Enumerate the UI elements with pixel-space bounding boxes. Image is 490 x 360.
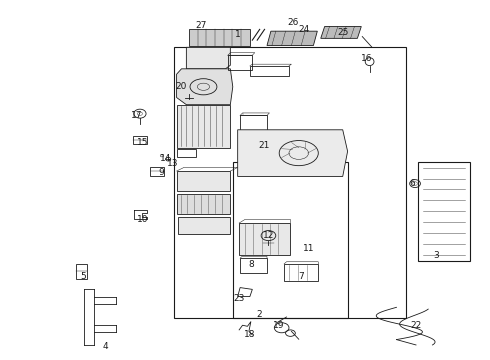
- Text: 10: 10: [137, 215, 148, 224]
- Bar: [240, 116, 267, 130]
- Polygon shape: [321, 27, 361, 39]
- Bar: [174, 47, 406, 318]
- Polygon shape: [238, 130, 347, 176]
- Text: 25: 25: [337, 28, 348, 37]
- Text: 5: 5: [80, 272, 86, 281]
- Text: 2: 2: [257, 310, 263, 319]
- Bar: [176, 149, 196, 157]
- Polygon shape: [176, 69, 233, 105]
- Text: 7: 7: [298, 272, 304, 281]
- Text: 21: 21: [259, 141, 270, 150]
- Text: 24: 24: [298, 25, 309, 34]
- Text: 23: 23: [233, 294, 245, 303]
- Text: 9: 9: [158, 168, 164, 177]
- Text: 12: 12: [263, 231, 274, 240]
- Polygon shape: [186, 47, 230, 69]
- Text: 16: 16: [362, 54, 373, 63]
- Bar: [176, 194, 230, 214]
- Text: 14: 14: [160, 154, 172, 163]
- Text: 8: 8: [248, 260, 254, 269]
- Text: 4: 4: [103, 342, 109, 351]
- Text: 13: 13: [167, 159, 178, 168]
- Text: 17: 17: [131, 111, 142, 120]
- Bar: [176, 171, 230, 191]
- Bar: [189, 30, 250, 45]
- Bar: [150, 167, 164, 176]
- Bar: [284, 264, 318, 281]
- Text: 6: 6: [409, 179, 415, 188]
- Text: 15: 15: [137, 138, 148, 147]
- Bar: [76, 264, 87, 279]
- Text: 27: 27: [196, 21, 207, 30]
- Text: 20: 20: [176, 82, 187, 91]
- Bar: [250, 66, 289, 76]
- Bar: [239, 223, 291, 255]
- Text: 22: 22: [411, 321, 421, 330]
- Text: 3: 3: [434, 251, 440, 260]
- Text: 19: 19: [273, 321, 285, 330]
- Bar: [133, 136, 147, 144]
- Text: 11: 11: [303, 244, 314, 253]
- Bar: [233, 162, 347, 318]
- Polygon shape: [267, 31, 318, 45]
- Bar: [178, 217, 230, 234]
- Text: 18: 18: [244, 330, 256, 339]
- Bar: [418, 162, 470, 261]
- Bar: [240, 258, 267, 273]
- Bar: [228, 55, 252, 69]
- Text: 1: 1: [235, 30, 241, 39]
- Polygon shape: [176, 105, 230, 148]
- Text: 26: 26: [287, 18, 298, 27]
